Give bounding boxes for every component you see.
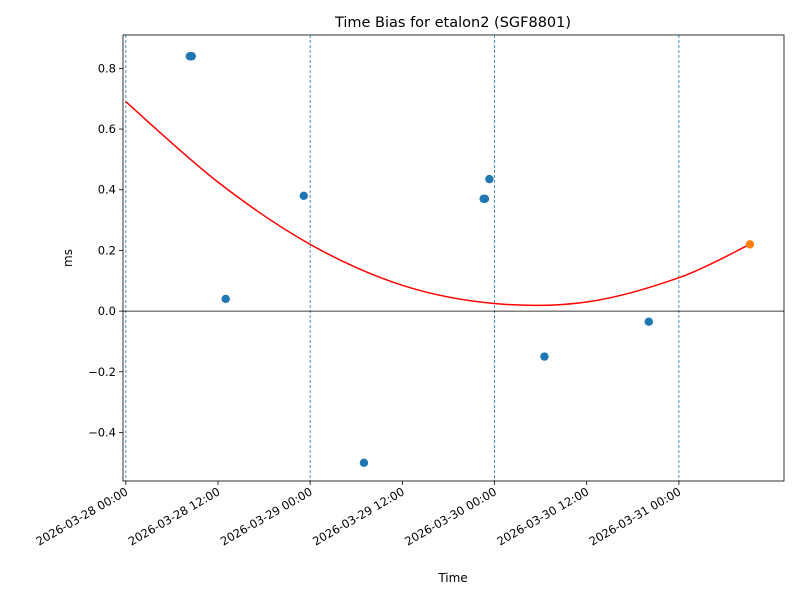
y-tick-label: −0.2: [88, 365, 116, 379]
chart-title: Time Bias for etalon2 (SGF8801): [334, 15, 571, 31]
y-tick-label: 0.2: [98, 243, 116, 257]
data-point: [485, 174, 494, 184]
y-axis-ticks: −0.4 −0.2 0.0 0.2 0.4 0.6 0.8: [88, 61, 123, 439]
x-axis-label: Time: [437, 571, 467, 585]
predicted-point: [745, 240, 755, 249]
y-tick-label: 0.8: [98, 61, 116, 75]
y-tick-label: 0.0: [98, 304, 116, 318]
data-point: [187, 52, 196, 61]
fit-curve: [125, 101, 751, 307]
vertical-guide-lines: [125, 35, 680, 481]
y-tick-label: −0.4: [88, 425, 116, 439]
data-point: [540, 352, 549, 361]
data-point: [299, 191, 308, 201]
data-point: [480, 194, 490, 204]
y-axis-label: ms: [61, 249, 75, 267]
y-tick-label: 0.4: [98, 183, 116, 197]
y-tick-label: 0.6: [98, 122, 116, 136]
plot-area-background: [123, 35, 784, 481]
data-points-group: [185, 52, 755, 467]
data-point: [359, 458, 369, 467]
data-point: [644, 317, 654, 326]
data-point: [221, 294, 230, 304]
fit-curve-group: [125, 101, 751, 307]
plot-area-frame: [122, 34, 785, 482]
